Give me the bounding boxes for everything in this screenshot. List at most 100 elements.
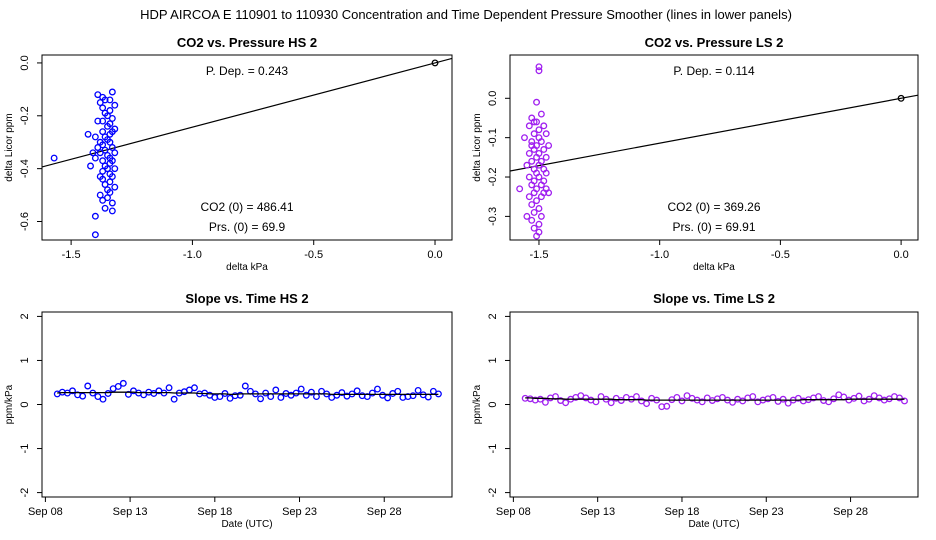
data-point	[535, 63, 543, 71]
x-tick-label: Sep 23	[282, 506, 317, 518]
data-point	[525, 173, 533, 181]
annotation-prs_0: Prs. (0) = 69.9	[209, 220, 286, 234]
data-point	[521, 134, 528, 142]
data-point	[409, 392, 417, 400]
data-point	[99, 175, 107, 183]
data-point	[530, 208, 538, 216]
y-tick-label: -0.1	[487, 128, 499, 147]
data-point	[542, 130, 550, 138]
y-tick-label: -0.6	[19, 212, 31, 231]
x-axis-label: Date (UTC)	[688, 519, 739, 530]
data-point	[99, 104, 107, 112]
data-point	[535, 220, 543, 228]
x-tick-label: 0.0	[427, 249, 442, 261]
data-point	[84, 130, 92, 138]
plot-frame	[41, 311, 453, 498]
data-point	[540, 146, 548, 153]
data-point	[545, 189, 553, 197]
data-point	[545, 142, 553, 149]
chart-title: CO2 vs. Pressure LS 2	[645, 35, 784, 50]
data-point	[678, 397, 686, 405]
y-tick-label: 0.0	[19, 55, 31, 70]
y-tick-label: 0.0	[487, 91, 499, 106]
x-tick-label: Sep 23	[749, 506, 784, 518]
x-tick-label: -0.5	[771, 249, 790, 261]
data-point	[353, 387, 361, 395]
y-tick-label: 1	[487, 357, 499, 363]
data-point	[108, 144, 116, 151]
data-point	[749, 393, 757, 401]
data-point	[111, 165, 119, 173]
data-point	[99, 117, 107, 125]
data-point	[241, 382, 249, 390]
x-tick-label: Sep 28	[367, 506, 402, 518]
data-point	[87, 162, 94, 170]
data-point	[333, 391, 341, 399]
annotation-co2_0: CO2 (0) = 369.26	[667, 200, 760, 214]
data-point	[111, 101, 119, 109]
data-point	[108, 199, 116, 207]
annotation-pdep: P. Dep. = 0.243	[206, 64, 289, 78]
data-point	[562, 399, 570, 407]
data-point	[533, 197, 541, 205]
data-point	[292, 389, 300, 397]
data-point	[119, 379, 127, 387]
x-tick-label: Sep 18	[197, 506, 232, 518]
data-point	[537, 157, 545, 165]
y-tick-label: 2	[487, 313, 499, 319]
data-point	[528, 142, 536, 149]
data-point	[535, 173, 543, 181]
smoother-line	[57, 391, 439, 396]
y-axis-label: delta Licor ppm	[4, 113, 15, 181]
x-tick-label: -1.5	[62, 249, 81, 261]
data-point	[794, 394, 802, 402]
anchor-point	[897, 94, 905, 102]
data-point	[535, 205, 543, 212]
x-tick-label: Sep 13	[113, 506, 148, 518]
data-point	[108, 88, 116, 96]
data-point	[91, 154, 99, 162]
chart-co2-vs-pressure-ls	[505, 54, 919, 245]
data-point	[537, 138, 545, 146]
data-point	[106, 96, 114, 104]
x-tick-label: -1.0	[183, 249, 202, 261]
data-point	[50, 154, 58, 162]
data-point	[150, 390, 158, 397]
x-tick-label: Sep 18	[665, 506, 700, 518]
data-point	[533, 185, 541, 193]
anchor-point	[431, 59, 439, 67]
data-point	[530, 177, 538, 185]
data-point	[338, 389, 346, 397]
data-point	[94, 393, 102, 401]
data-point	[99, 157, 107, 165]
data-point	[368, 389, 376, 397]
chart-co2-vs-pressure-hs	[37, 54, 453, 245]
plot-area	[510, 63, 918, 240]
y-tick-label: 0	[487, 401, 499, 407]
chart-title: Slope vs. Time LS 2	[653, 291, 775, 306]
annotation-pdep: P. Dep. = 0.114	[673, 64, 755, 78]
plot-frame	[41, 54, 453, 241]
data-point	[535, 67, 543, 75]
y-tick-label: -0.4	[19, 159, 31, 178]
data-point	[394, 387, 402, 395]
data-point	[262, 389, 270, 397]
data-point	[528, 216, 536, 224]
data-point	[226, 394, 234, 402]
data-point	[108, 157, 116, 165]
data-point	[313, 393, 320, 401]
x-tick-label: 0.0	[893, 249, 908, 261]
data-point	[540, 122, 548, 130]
data-point	[96, 191, 104, 199]
data-point	[99, 128, 107, 136]
data-point	[663, 402, 671, 410]
x-tick-label: -1.0	[650, 249, 669, 261]
data-point	[673, 394, 681, 401]
data-point	[384, 394, 392, 402]
data-point	[779, 395, 787, 403]
data-point	[101, 204, 109, 212]
data-point	[525, 122, 533, 130]
data-point	[91, 231, 99, 239]
data-point	[607, 399, 615, 407]
